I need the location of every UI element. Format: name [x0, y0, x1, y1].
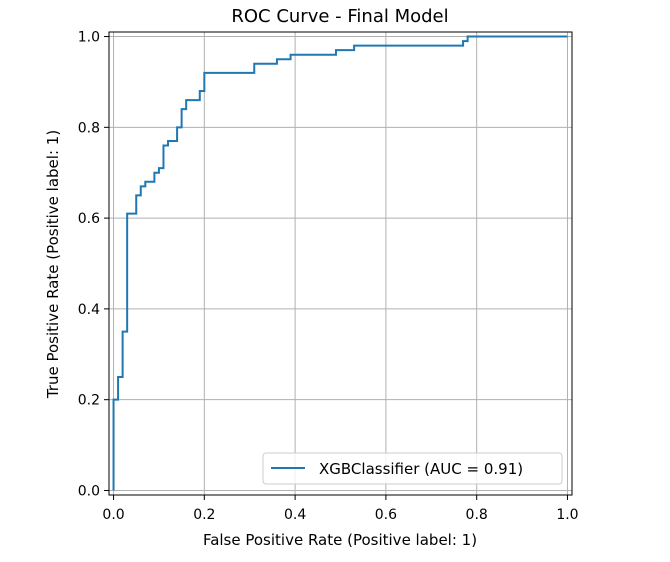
y-tick-label: 1.0: [78, 30, 100, 46]
y-tick-label: 0.0: [78, 483, 100, 499]
y-tick-label: 0.8: [78, 120, 100, 136]
legend: XGBClassifier (AUC = 0.91): [262, 452, 563, 485]
x-tick-label: 0.6: [375, 507, 397, 523]
y-axis-label: True Positive Rate (Positive label: 1): [44, 130, 62, 399]
roc-curve-line: [112, 35, 568, 491]
y-tick-label: 0.4: [78, 302, 100, 318]
chart-title: ROC Curve - Final Model: [231, 6, 448, 27]
series-layer: [112, 35, 568, 491]
x-tick-label: 0.0: [102, 507, 124, 523]
x-tick-label: 1.0: [556, 507, 578, 523]
grid-layer: [109, 32, 572, 495]
legend-label: XGBClassifier (AUC = 0.91): [319, 460, 523, 478]
x-axis-label: False Positive Rate (Positive label: 1): [203, 531, 477, 549]
x-tick-label: 0.8: [466, 507, 488, 523]
plot-frame: [108, 31, 573, 496]
x-tick-label: 0.4: [284, 507, 306, 523]
y-tick-label: 0.6: [78, 211, 100, 227]
tick-layer: 0.0 0.2 0.4 0.6 0.8 1.0 0.0 0.2 0.4 0.6 0.8 1.0: [78, 30, 579, 523]
x-tick-label: 0.2: [193, 507, 215, 523]
y-tick-label: 0.2: [78, 393, 100, 409]
legend-box: [262, 452, 563, 485]
